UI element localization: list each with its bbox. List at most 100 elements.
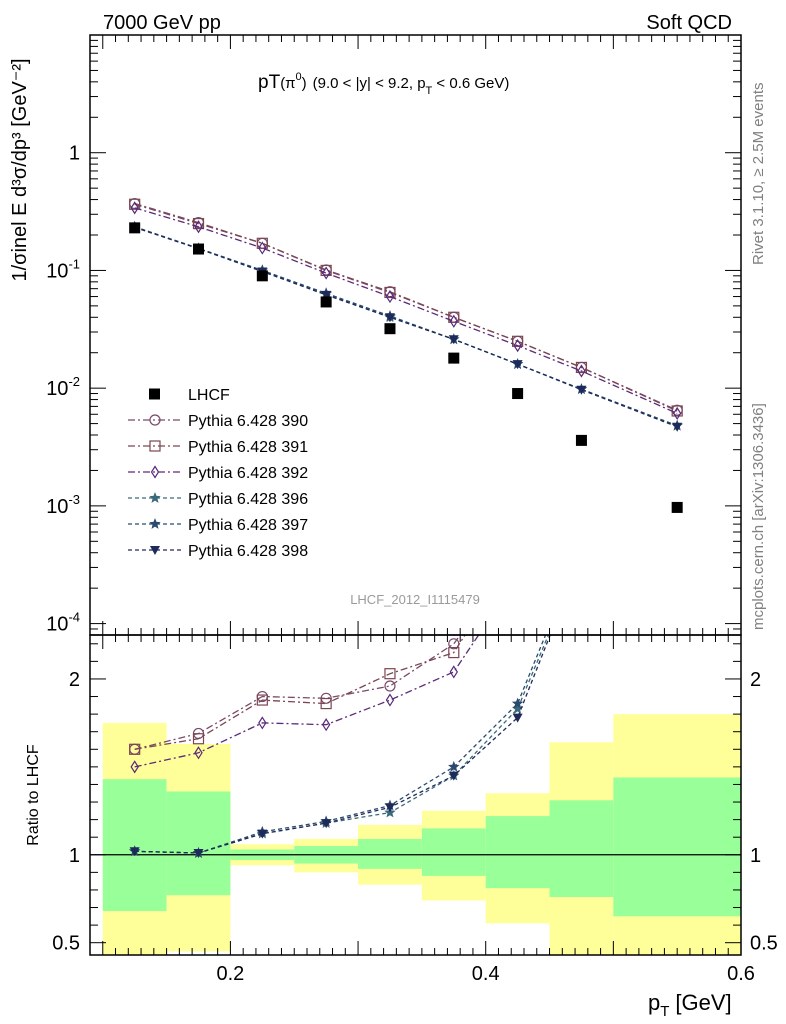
y-tick-label: 10-2 [46, 374, 80, 400]
legend-label-1: Pythia 6.428 391 [188, 439, 308, 456]
legend-label-5: Pythia 6.428 398 [188, 543, 308, 560]
y-tick-label: 10-4 [46, 610, 80, 636]
main-series-2-point [194, 220, 203, 234]
ratio-tick-label-right: 1 [750, 845, 761, 867]
band-green-4 [358, 838, 422, 869]
plot-title-cut-end: < 0.6 GeV) [432, 75, 509, 92]
ratio-series-2-point [385, 693, 395, 707]
ratio-series-5-point [129, 847, 140, 857]
ratio-y-axis-label: Ratio to LHCF [25, 744, 42, 846]
ratio-tick-label-left: 0.5 [52, 933, 80, 955]
band-green-5 [421, 828, 486, 876]
lhcf-data-point [193, 243, 204, 255]
plot-title: pT(π0) (9.0 < |y| < 9.2, pT < 0.6 GeV) [258, 71, 509, 97]
ratio-series-2-point [258, 716, 267, 730]
lhcf-data-point [256, 270, 268, 282]
analysis-id-label: LHCF_2012_I1115479 [350, 592, 480, 607]
lhcf-data-point [320, 296, 332, 308]
main-series-1-point [129, 198, 141, 210]
lhcf-data-point [384, 323, 396, 335]
main-series-1-point [256, 237, 268, 249]
ratio-series-line-1 [134, 635, 466, 750]
plot-title-particle-charge: 0 [296, 71, 302, 83]
main-series-2-point [258, 241, 267, 255]
ratio-series-2-point [321, 718, 331, 732]
band-green-6 [485, 816, 550, 889]
ratio-series-1-point [320, 697, 332, 710]
legend-marker-2 [150, 465, 160, 479]
legend-label-4: Pythia 6.428 397 [188, 517, 308, 534]
y-tick-label: 10-1 [46, 256, 80, 282]
legend-marker-1 [149, 440, 161, 452]
main-series-1-point [448, 311, 460, 323]
lhcf-data-point [448, 352, 460, 364]
ratio-series-5-point [384, 803, 395, 813]
x-axis-label-unit: [GeV] [675, 990, 731, 1015]
rivet-version-label: Rivet 3.1.10, ≥ 2.5M events [750, 83, 767, 266]
ratio-series-5-point [448, 771, 459, 781]
ratio-series-line-2 [134, 635, 480, 768]
ratio-tick-label-left: 2 [69, 669, 80, 691]
ratio-series-2-point [194, 746, 203, 760]
legend-label-3: Pythia 6.428 396 [188, 491, 308, 508]
legend-lhcf-label: LHCF [188, 387, 230, 404]
header-category: Soft QCD [646, 12, 732, 34]
ratio-plot-frame [89, 634, 742, 956]
x-tick-label: 0.6 [727, 963, 755, 985]
band-green-8 [613, 777, 741, 917]
main-series-5-point [321, 290, 332, 300]
main-series-5-point [512, 360, 523, 370]
main-series-line-1 [134, 203, 678, 412]
ratio-series-1-point [448, 646, 460, 659]
x-axis-label: pT [GeV] [648, 990, 732, 1020]
ratio-tick-label-right: 0.5 [750, 933, 778, 955]
band-green-1 [166, 791, 231, 896]
main-series-line-2 [134, 207, 678, 414]
band-green-0 [102, 779, 167, 912]
header-energy: 7000 GeV pp [103, 12, 221, 34]
main-series-5-point [672, 422, 683, 432]
main-series-5-point [384, 313, 395, 323]
ratio-series-5-point [193, 849, 204, 859]
legend-marker-3 [149, 492, 161, 503]
main-series-2-point [321, 266, 331, 280]
legend-marker-5 [150, 546, 160, 555]
main-series-2-point [449, 314, 459, 328]
legend-marker-4 [149, 518, 161, 529]
x-axis-label-symbol: p [648, 990, 660, 1015]
ratio-series-1-point [129, 743, 141, 755]
x-tick-label: 0.4 [472, 963, 500, 985]
legend-label-0: Pythia 6.428 390 [188, 413, 308, 430]
ratio-series-line-0 [134, 635, 461, 750]
ratio-series-4-point [511, 697, 524, 709]
ratio-tick-label-left: 1 [69, 845, 80, 867]
main-series-2-point [513, 338, 522, 353]
ratio-series-1-point [256, 694, 268, 706]
main-series-2-point [672, 406, 682, 421]
ratio-tick-label-right: 2 [750, 669, 761, 691]
main-y-axis-label: 1/σinel E d³σ/dp³ [GeV⁻²] [9, 58, 31, 281]
lhcf-data-point [575, 434, 587, 446]
lhcf-data-point [512, 388, 524, 400]
ratio-series-2-point [449, 665, 459, 679]
lhcf-data-point [129, 222, 141, 234]
plot-title-cut-sub: T [426, 85, 433, 97]
main-series-line-0 [134, 202, 678, 411]
ratio-series-1-point [192, 733, 205, 745]
ratio-series-2-point [130, 760, 139, 774]
y-tick-label-1: 1 [69, 143, 80, 165]
plot-title-close: ) [302, 75, 307, 92]
main-series-5-point [448, 335, 459, 345]
main-series-2-point [577, 364, 586, 378]
main-series-1-point [512, 335, 524, 347]
plot-title-particle: (π [280, 75, 295, 92]
main-series-1-point [192, 217, 205, 230]
main-series-5-point [576, 385, 587, 395]
legend-marker-0 [149, 414, 161, 426]
main-series-1-point [575, 361, 588, 374]
x-tick-label: 0.2 [217, 963, 245, 985]
lhcf-data-point [671, 501, 683, 513]
band-green-7 [549, 800, 614, 897]
legend-lhcf-marker [149, 388, 160, 400]
